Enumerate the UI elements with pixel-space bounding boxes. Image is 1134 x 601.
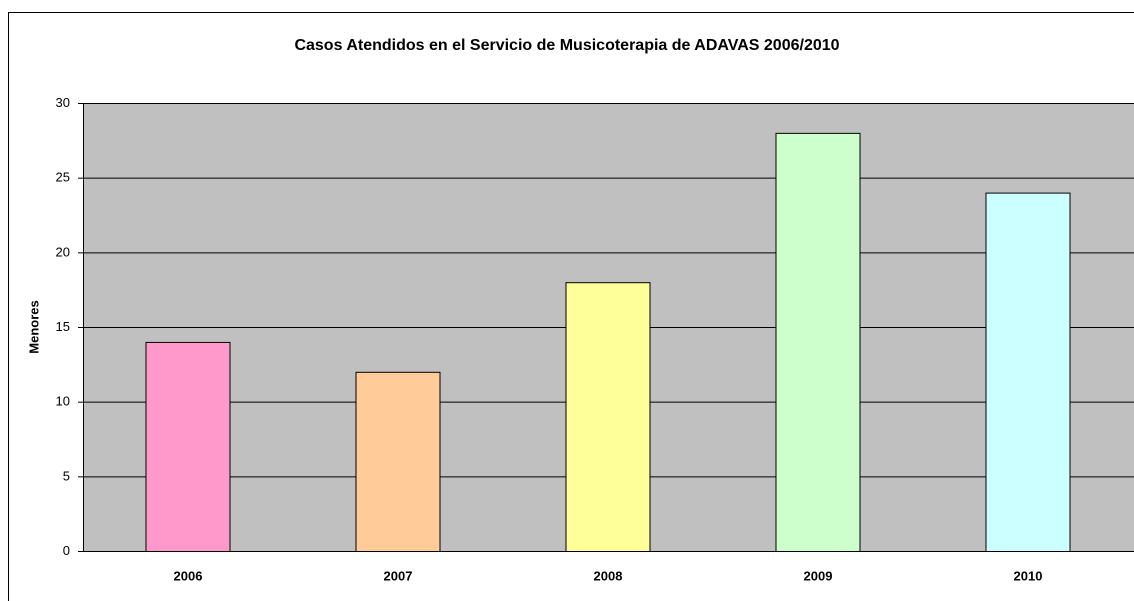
chart-title: Casos Atendidos en el Servicio de Musico… xyxy=(294,37,839,54)
x-tick-label: 2009 xyxy=(804,568,833,583)
bar xyxy=(145,341,231,552)
y-tick-label: 0 xyxy=(63,543,70,558)
bar xyxy=(565,282,651,552)
x-tick-label: 2008 xyxy=(594,568,623,583)
y-tick-label: 20 xyxy=(56,244,70,259)
y-tick-label: 15 xyxy=(56,319,70,334)
bar xyxy=(985,192,1071,552)
x-tick-label: 2006 xyxy=(174,568,203,583)
bar xyxy=(775,132,861,552)
x-tick-label: 2010 xyxy=(1014,568,1043,583)
y-tick-label: 5 xyxy=(63,468,70,483)
y-tick-label: 10 xyxy=(56,394,70,409)
y-axis-label: Menores xyxy=(26,300,41,353)
y-tick-label: 25 xyxy=(56,170,70,185)
y-tick-label: 30 xyxy=(56,95,70,110)
bar xyxy=(355,371,441,552)
x-tick-label: 2007 xyxy=(384,568,413,583)
